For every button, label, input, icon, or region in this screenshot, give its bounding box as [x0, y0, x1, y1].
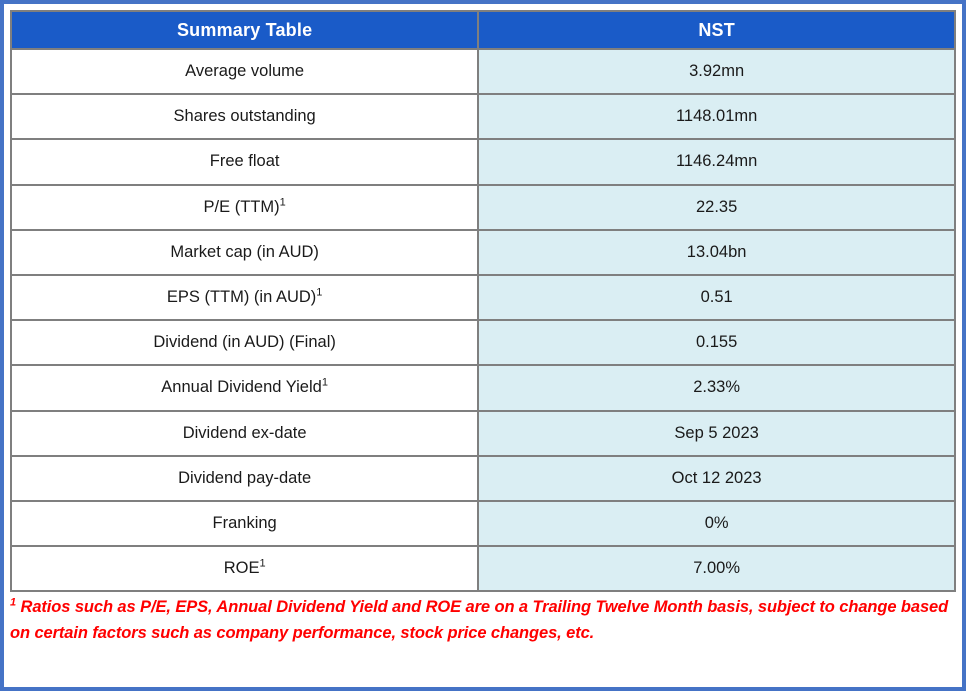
table-row: P/E (TTM)1 22.35 — [9, 183, 956, 231]
table-row: Shares outstanding 1148.01mn — [9, 93, 956, 141]
footnote-text: Ratios such as P/E, EPS, Annual Dividend… — [10, 598, 949, 642]
table-row: Dividend (in AUD) (Final) 0.155 — [9, 319, 956, 367]
metric-label: Shares outstanding — [173, 107, 316, 126]
metric-label-cell: Dividend ex-date — [9, 409, 480, 457]
metric-label: Dividend pay-date — [178, 468, 312, 487]
summary-table-wrap: Summary Table NST Average volume 3.92mn … — [9, 10, 956, 593]
footnote-ref: 1 — [259, 557, 266, 570]
footnote-ref: 1 — [321, 376, 328, 389]
table-row: Market cap (in AUD) 13.04bn — [9, 228, 956, 276]
metric-label: Dividend ex-date — [182, 423, 307, 442]
metric-label: Average volume — [185, 62, 305, 81]
metric-value-cell: 22.35 — [477, 183, 956, 231]
table-row: Annual Dividend Yield1 2.33% — [9, 364, 956, 412]
metric-label-cell: Shares outstanding — [9, 93, 480, 141]
metric-label: Franking — [212, 513, 277, 532]
footnote: 1 Ratios such as P/E, EPS, Annual Divide… — [4, 592, 962, 646]
table-row: Franking 0% — [9, 499, 956, 548]
metric-value-cell: 1146.24mn — [477, 138, 956, 186]
table-row: Average volume 3.92mn — [9, 47, 956, 96]
metric-label: Annual Dividend Yield — [161, 378, 322, 397]
metric-value-cell: 0.51 — [477, 273, 956, 322]
metric-label: Dividend (in AUD) (Final) — [153, 333, 336, 352]
table-row: Dividend pay-date Oct 12 2023 — [9, 454, 956, 502]
table-row: EPS (TTM) (in AUD)1 0.51 — [9, 273, 956, 322]
metric-label-cell: Franking — [9, 499, 480, 548]
metric-label: Free float — [209, 152, 280, 171]
footnote-ref: 1 — [279, 196, 286, 209]
metric-value-cell: 2.33% — [477, 364, 956, 412]
metric-label: Market cap (in AUD) — [170, 242, 319, 261]
table-row: Free float 1146.24mn — [9, 138, 956, 186]
metric-label: P/E (TTM) — [203, 197, 280, 216]
footnote-marker: 1 — [10, 596, 17, 609]
metric-label: ROE — [223, 559, 260, 578]
summary-table: Summary Table NST Average volume 3.92mn … — [9, 10, 956, 593]
metric-value-cell: 0% — [477, 499, 956, 548]
footnote-ref: 1 — [316, 286, 323, 299]
table-row: ROE1 7.00% — [9, 545, 956, 593]
metric-value-cell: 13.04bn — [477, 228, 956, 276]
metric-label-cell: Average volume — [9, 47, 480, 96]
metric-label-cell: Market cap (in AUD) — [9, 228, 480, 276]
metric-value-cell: 7.00% — [477, 545, 956, 593]
metric-label-cell: P/E (TTM)1 — [9, 183, 480, 231]
header-cell-summary-table: Summary Table — [9, 10, 480, 50]
metric-value-cell: Oct 12 2023 — [477, 454, 956, 502]
table-row: Dividend ex-date Sep 5 2023 — [9, 409, 956, 457]
metric-label-cell: Dividend pay-date — [9, 454, 480, 502]
metric-label-cell: EPS (TTM) (in AUD)1 — [9, 273, 480, 322]
metric-value-cell: Sep 5 2023 — [477, 409, 956, 457]
header-row: Summary Table NST — [9, 10, 956, 50]
metric-label-cell: ROE1 — [9, 545, 480, 593]
metric-label-cell: Annual Dividend Yield1 — [9, 364, 480, 412]
metric-value-cell: 1148.01mn — [477, 93, 956, 141]
metric-label-cell: Free float — [9, 138, 480, 186]
table-body: Average volume 3.92mn Shares outstanding… — [9, 47, 956, 593]
metric-label-cell: Dividend (in AUD) (Final) — [9, 319, 480, 367]
metric-label: EPS (TTM) (in AUD) — [166, 288, 317, 307]
header-cell-nst: NST — [477, 10, 956, 50]
metric-value-cell: 3.92mn — [477, 47, 956, 96]
metric-value-cell: 0.155 — [477, 319, 956, 367]
